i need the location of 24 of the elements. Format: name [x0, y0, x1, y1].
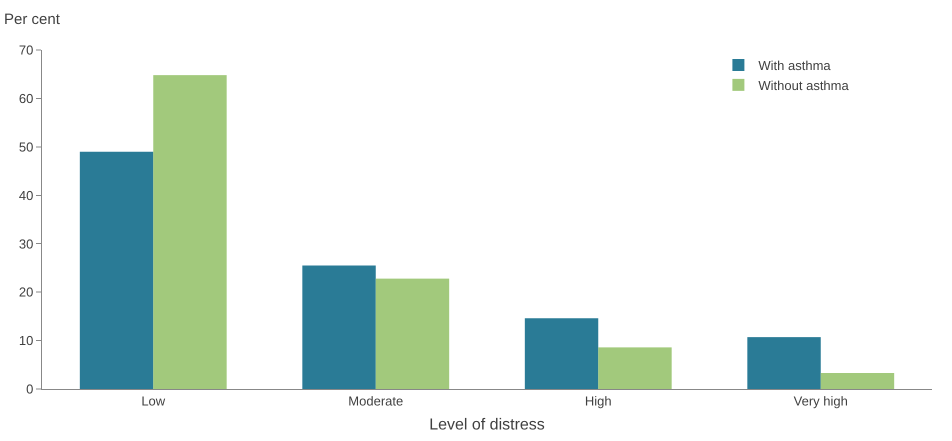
legend-label: With asthma: [758, 58, 832, 74]
y-tick-label: 50: [18, 139, 34, 154]
bar: [153, 75, 227, 389]
bar: [302, 266, 376, 389]
y-tick-label: 0: [26, 382, 34, 397]
x-axis-title: Level of distress: [429, 416, 545, 434]
bar: [376, 278, 450, 389]
x-tick-label: Low: [141, 394, 166, 409]
y-tick-label: 30: [18, 236, 34, 252]
bar: [80, 152, 154, 389]
x-tick-label: Very high: [794, 394, 848, 409]
y-tick-label: 20: [18, 284, 34, 300]
bar: [524, 318, 598, 389]
y-tick-label: 60: [18, 90, 34, 106]
y-tick-label: 70: [18, 42, 34, 58]
x-tick-label: Moderate: [348, 394, 404, 409]
bar: [747, 337, 821, 389]
y-tick-label: 40: [18, 188, 34, 203]
y-axis-title: Per cent: [4, 11, 61, 28]
bar: [598, 347, 672, 389]
x-tick-label: High: [584, 394, 612, 409]
legend-label: Without asthma: [758, 78, 850, 93]
y-tick-label: 10: [18, 333, 34, 348]
bar: [820, 373, 894, 389]
